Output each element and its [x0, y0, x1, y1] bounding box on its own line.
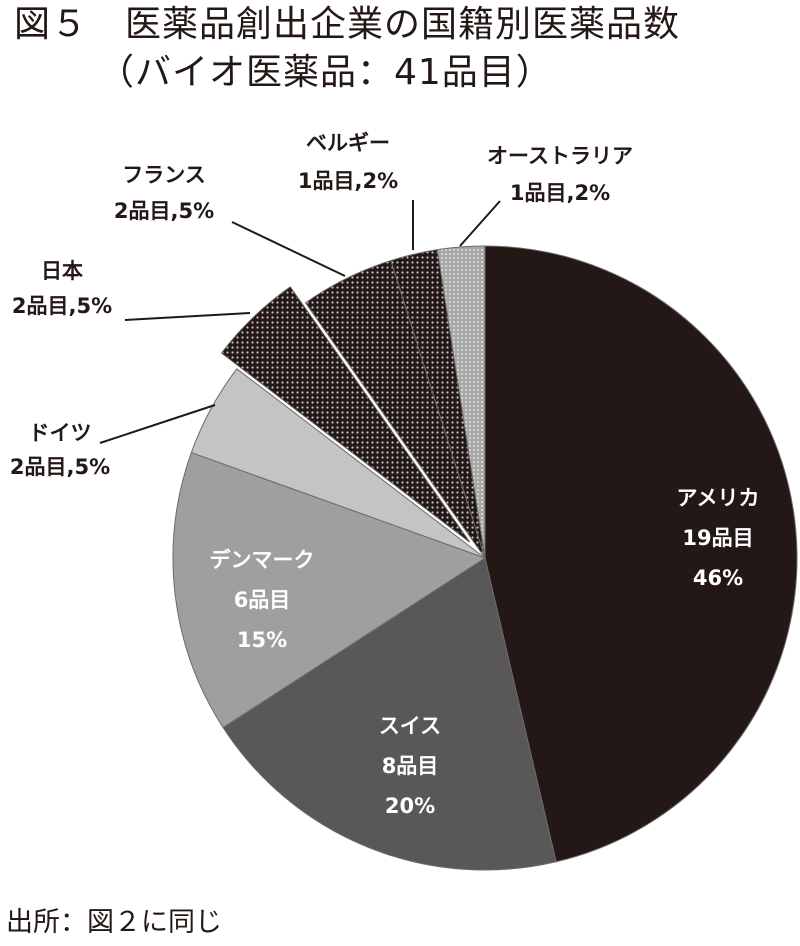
slice-label: 8品目: [382, 754, 439, 778]
slice-label: アメリカ: [677, 486, 760, 510]
slice-label-name: ベルギー: [306, 131, 390, 155]
slice-label-name: フランス: [122, 163, 206, 187]
slice-label-value: 2品目,5%: [10, 455, 110, 479]
chart-subtitle: （バイオ医薬品：41品目）: [98, 52, 553, 93]
slice-label: 46%: [693, 566, 743, 590]
slice-label: 6品目: [234, 588, 291, 612]
pie-slices: [172, 245, 798, 871]
leader-lines: [99, 200, 501, 444]
slice-labels: アメリカ 19品目 46% スイス 8品目 20% デンマーク 6品目 15% ドイツ 2品目,5%…: [10, 131, 760, 818]
pie-slice: [220, 286, 471, 543]
pie-slice: [222, 557, 557, 871]
slice-label-value: 1品目,2%: [298, 169, 398, 193]
slice-label-name: オーストラリア: [487, 144, 633, 168]
slice-label-name: ドイツ: [29, 421, 92, 445]
slice-label-value: 2品目,5%: [114, 199, 214, 223]
pie-slice: [190, 368, 486, 559]
slice-label: スイス: [379, 714, 441, 738]
slice-label: 19品目: [682, 526, 753, 550]
slice-label: デンマーク: [210, 548, 315, 572]
leader-line: [231, 221, 346, 277]
pie-slice: [172, 451, 487, 729]
slice-label-name: 日本: [41, 259, 83, 283]
pie-slice: [484, 245, 798, 863]
chart-title: 図５ 医薬品創出企業の国籍別医薬品数: [14, 4, 681, 45]
pie-slice: [436, 245, 486, 559]
slice-label-value: 1品目,2%: [510, 181, 610, 205]
source-note: 出所：図２に同じ: [6, 907, 222, 938]
slice-label: 20%: [385, 794, 435, 818]
slice-label: 15%: [237, 628, 287, 652]
leader-line: [124, 312, 251, 321]
slice-label-value: 2品目,5%: [12, 294, 112, 318]
leader-line: [99, 404, 216, 444]
leader-line: [459, 200, 501, 247]
